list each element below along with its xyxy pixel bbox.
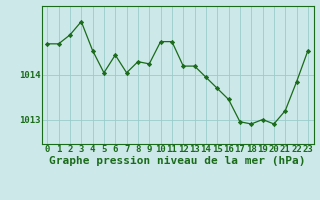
- X-axis label: Graphe pression niveau de la mer (hPa): Graphe pression niveau de la mer (hPa): [49, 156, 306, 166]
